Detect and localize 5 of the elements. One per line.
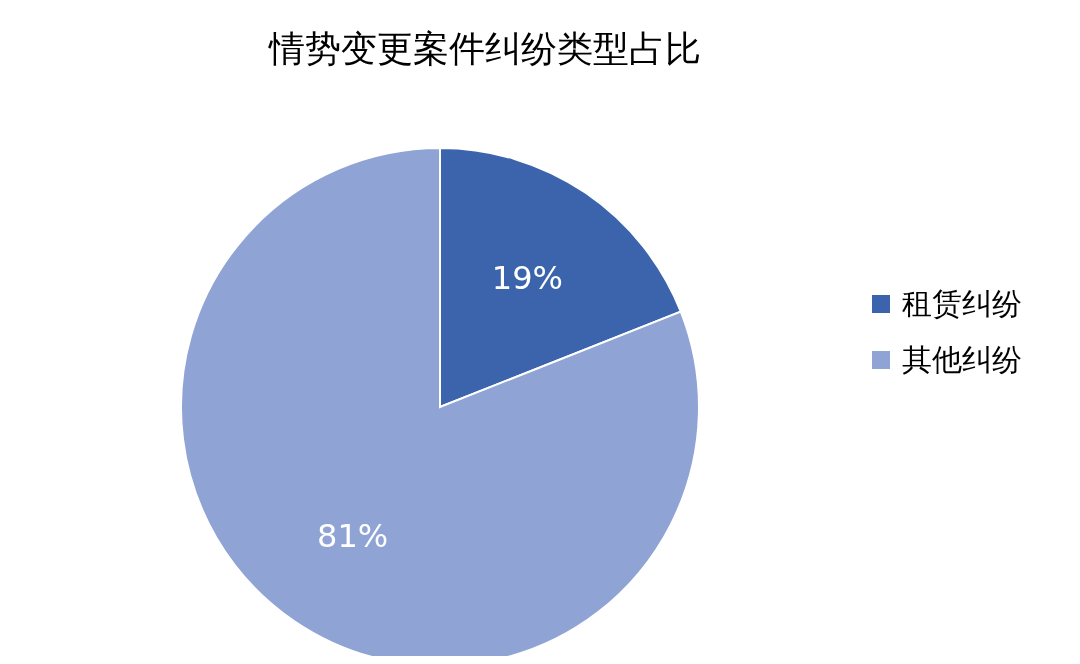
chart-title: 情势变更案件纠纷类型占比 bbox=[268, 27, 701, 69]
data-label: 81% bbox=[317, 516, 389, 555]
data-label: 19% bbox=[491, 259, 563, 298]
legend-label: 其他纠纷 bbox=[902, 341, 1022, 379]
legend-label: 租赁纠纷 bbox=[902, 285, 1022, 323]
